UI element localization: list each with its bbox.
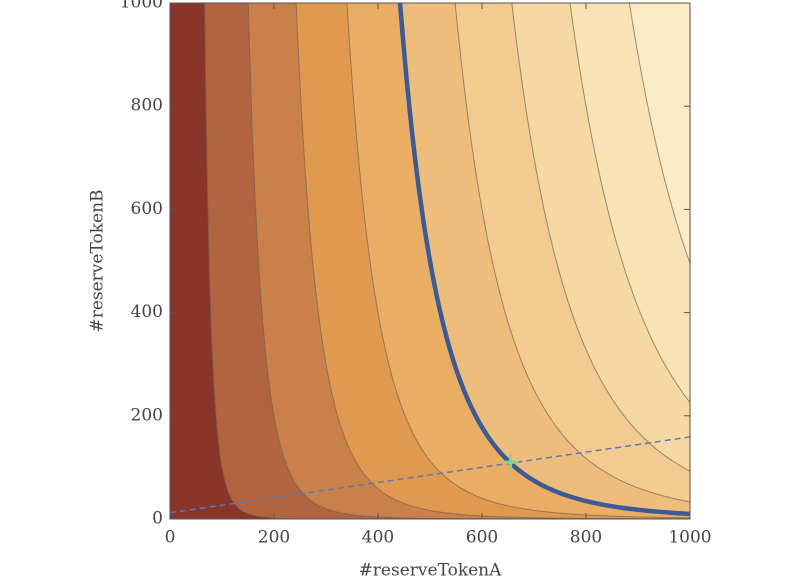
x-tick-label: 600	[466, 528, 498, 548]
y-tick-label: 1000	[120, 0, 163, 13]
highlight-contour	[397, 3, 690, 517]
contour-line	[454, 3, 690, 503]
plot-frame	[169, 2, 691, 520]
contour-line	[569, 3, 690, 404]
contour-line	[346, 3, 690, 519]
contour-line	[511, 3, 690, 472]
y-tick-label: 0	[152, 509, 163, 529]
dashed-line	[170, 436, 690, 514]
x-tick-label: 800	[570, 528, 602, 548]
y-tick-label: 400	[131, 302, 163, 322]
y-tick-label: 800	[131, 96, 163, 116]
band	[686, 0, 800, 518]
x-axis-label: #reserveTokenA	[359, 561, 503, 577]
y-tick-label: 600	[131, 199, 163, 219]
x-tick-label: 0	[165, 528, 176, 548]
marker	[502, 454, 519, 471]
x-tick-label: 1000	[668, 528, 711, 548]
band	[629, 3, 690, 264]
contour-line	[689, 3, 690, 6]
x-tick-label: 200	[258, 528, 290, 548]
y-tick-label: 200	[131, 405, 163, 425]
x-tick-label: 400	[362, 528, 394, 548]
y-axis-label: #reserveTokenB	[88, 189, 108, 332]
plot-area	[170, 0, 800, 519]
